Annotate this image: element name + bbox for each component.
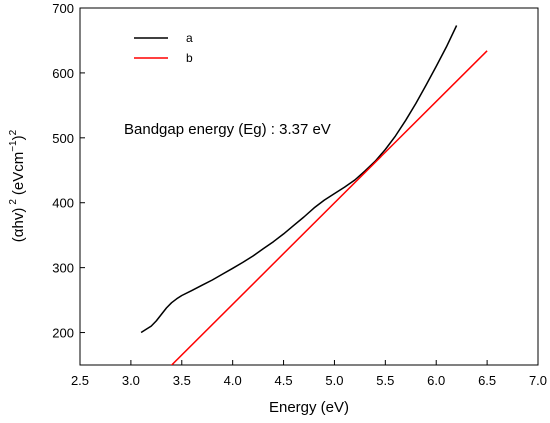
x-tick-label: 4.5 [275,373,293,388]
plot-frame [79,7,539,366]
legend: a b [134,31,193,65]
x-tick-label: 3.0 [122,373,140,388]
legend-label-b: b [186,51,193,65]
x-tick-label: 6.5 [478,373,496,388]
x-axis-label: Energy (eV) [269,399,349,416]
y-axis-label: (αhv)2(eVcm−1)2 [8,129,27,242]
y-tick-label: 300 [52,261,74,276]
x-tick-label: 6.0 [427,373,445,388]
x-tick-label: 3.5 [173,373,191,388]
x-tick-label: 2.5 [71,373,89,388]
legend-label-a: a [186,31,193,45]
series-line-a [140,25,458,334]
y-axis-label-exp: 2 [8,199,19,205]
y-axis-label-close: ) [10,135,27,140]
y-axis-label-close-exp: 2 [8,129,19,135]
y-tick-label: 700 [52,1,74,16]
y-tick-label: 500 [52,131,74,146]
y-tick-label: 200 [52,326,74,341]
x-tick-label: 5.0 [325,373,343,388]
x-tick-label: 4.0 [224,373,242,388]
series-line-b [170,50,488,365]
y-axis-label-unit: (eVcm [10,152,27,195]
series-layer [140,25,488,365]
y-tick-label: 600 [52,66,74,81]
y-tick-label: 400 [52,196,74,211]
x-axis-ticks: 2.5 3.0 3.5 4.0 4.5 5.0 5.5 6.0 6.5 7.0 [71,360,547,388]
y-axis-label-unit-exp: −1 [8,140,19,152]
y-axis-ticks: 200 300 400 500 600 700 [52,1,85,341]
y-axis-label-main: (αhv) [10,208,27,243]
x-tick-label: 7.0 [529,373,547,388]
x-tick-label: 5.5 [376,373,394,388]
bandgap-annotation: Bandgap energy (Eg) : 3.37 eV [124,121,331,138]
